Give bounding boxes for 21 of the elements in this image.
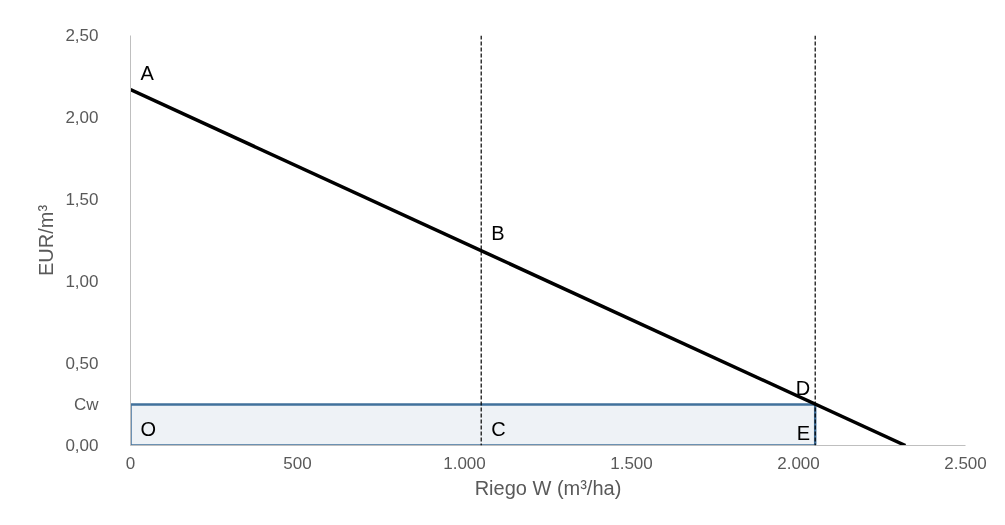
annotation: C xyxy=(491,417,506,440)
y-tick-label: 1,00 xyxy=(65,272,99,291)
annotation: D xyxy=(795,376,811,399)
y-tick-label: 0,00 xyxy=(65,436,99,455)
y-tick-label: 0,50 xyxy=(65,354,99,373)
x-tick-label: 2.000 xyxy=(777,453,820,473)
annotation: B xyxy=(491,222,505,245)
annotation: A xyxy=(140,61,155,84)
annotation: O xyxy=(140,417,157,440)
x-tick-label: 1.000 xyxy=(443,453,486,473)
x-tick-label: 0 xyxy=(125,453,136,473)
y-tick-label: 1,50 xyxy=(65,190,99,209)
y-tick-label: 2,50 xyxy=(65,26,99,45)
x-tick-label: 1.500 xyxy=(610,453,653,473)
x-tick-label: 2.500 xyxy=(944,453,987,473)
x-axis-title: Riego W (m³/ha) xyxy=(474,476,622,499)
y-tick-label: Cw xyxy=(73,395,100,414)
x-tick-label: 500 xyxy=(283,453,312,473)
y-axis-title: EUR/m³ xyxy=(35,204,58,277)
annotation: E xyxy=(796,421,811,444)
y-tick-label: 2,00 xyxy=(65,108,99,127)
